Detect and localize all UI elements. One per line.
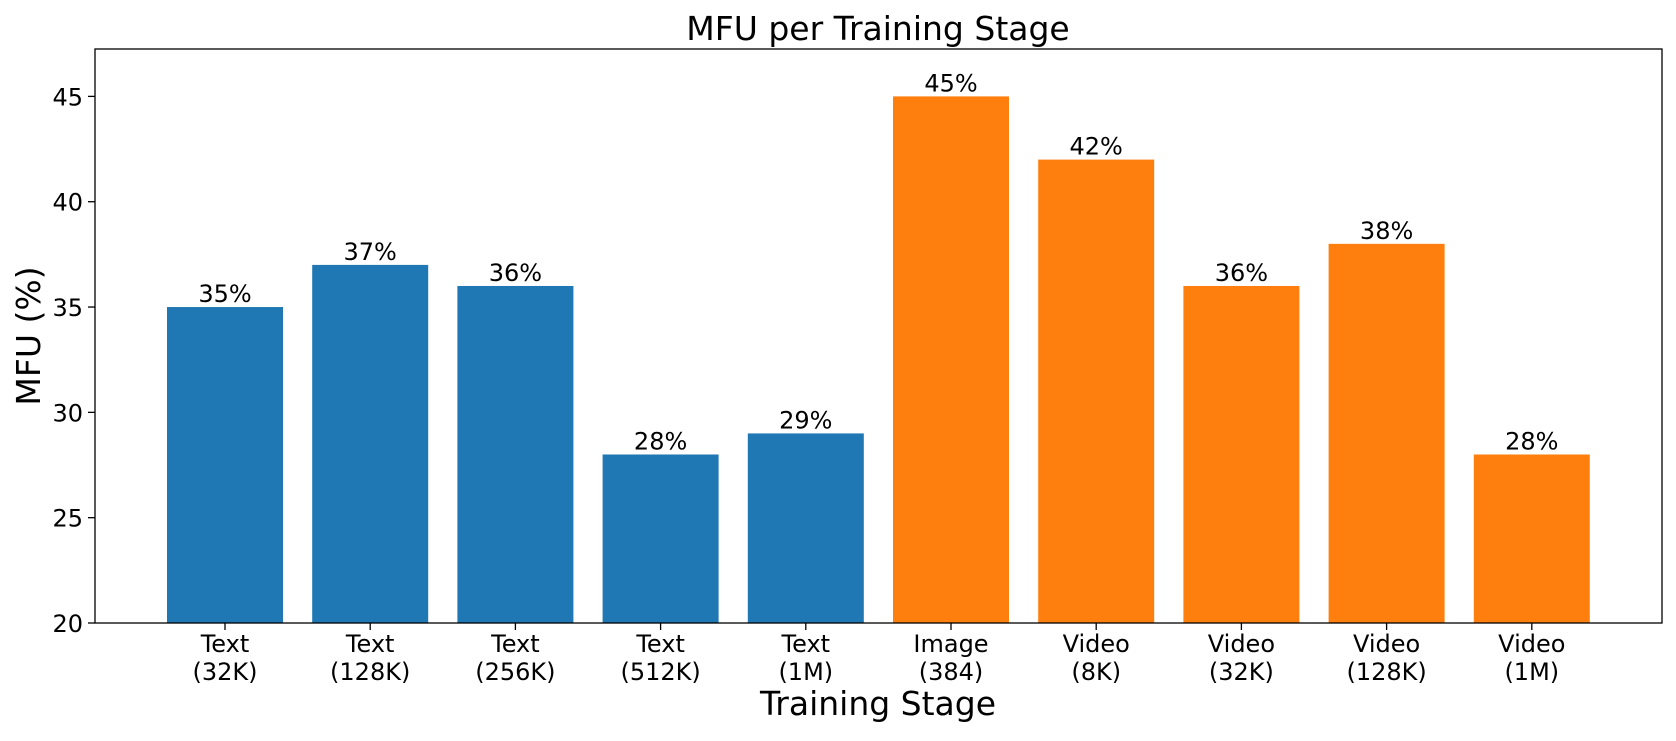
data-label-9: 28% xyxy=(1505,427,1558,455)
data-label-2: 36% xyxy=(489,259,542,287)
x-tick-label-0: Text (32K) xyxy=(192,630,257,686)
y-tick-label-1: 25 xyxy=(52,505,83,533)
x-tick-label-line: (1M) xyxy=(778,658,833,686)
bar-1 xyxy=(312,264,429,623)
x-tick-label-line: (32K) xyxy=(192,658,257,686)
data-label-8: 38% xyxy=(1360,217,1413,245)
x-tick-label-line: Text xyxy=(490,630,540,658)
y-tick-label-0: 20 xyxy=(52,610,83,638)
data-label-1: 37% xyxy=(344,238,397,266)
data-label-7: 36% xyxy=(1215,259,1268,287)
x-tick-label-line: Text xyxy=(200,630,250,658)
data-label-4: 29% xyxy=(779,406,832,434)
bar-7 xyxy=(1183,285,1300,623)
x-tick-label-line: Text xyxy=(781,630,831,658)
x-axis-label: Training Stage xyxy=(759,684,996,723)
x-tick-label-line: (256K) xyxy=(475,658,555,686)
bar-9 xyxy=(1473,454,1590,623)
x-tick-label-line: (512K) xyxy=(620,658,700,686)
x-tick-label-line: (8K) xyxy=(1071,658,1121,686)
x-tick-label-2: Text (256K) xyxy=(475,630,555,686)
bar-4 xyxy=(747,433,864,623)
data-label-5: 45% xyxy=(924,69,977,97)
data-label-6: 42% xyxy=(1070,133,1123,161)
x-tick-label-3: Text (512K) xyxy=(620,630,700,686)
y-tick-label-5: 45 xyxy=(52,83,83,111)
x-tick-label-line: (1M) xyxy=(1504,658,1559,686)
x-tick-label-line: Text xyxy=(345,630,395,658)
x-tick-label-line: Image xyxy=(913,630,988,658)
x-tick-label-5: Image (384) xyxy=(913,630,988,686)
bar-5 xyxy=(893,96,1009,623)
bar-0 xyxy=(167,307,283,623)
x-tick-label-line: Video xyxy=(1498,630,1565,658)
x-tick-label-9: Video (1M) xyxy=(1498,630,1565,686)
data-label-3: 28% xyxy=(634,427,687,455)
x-tick-label-line: Video xyxy=(1063,630,1130,658)
y-tick-label-3: 35 xyxy=(52,294,83,322)
x-tick-label-line: Video xyxy=(1353,630,1420,658)
x-tick-label-6: Video (8K) xyxy=(1063,630,1130,686)
y-tick-label-2: 30 xyxy=(52,399,83,427)
axes-frame xyxy=(94,48,1663,624)
y-axis: 20 25 30 35 40 45 xyxy=(52,83,95,638)
x-tick-label-8: Video (128K) xyxy=(1346,630,1426,686)
x-tick-label-7: Video (32K) xyxy=(1208,630,1275,686)
x-tick-label-line: (32K) xyxy=(1209,658,1274,686)
bar-3 xyxy=(602,454,719,623)
bar-8 xyxy=(1328,243,1445,623)
bar-6 xyxy=(1038,159,1155,623)
x-tick-label-line: (384) xyxy=(919,658,984,686)
x-tick-label-line: Video xyxy=(1208,630,1275,658)
bar-2 xyxy=(457,285,574,623)
x-axis: Text (32K)Text (128K)Text (256K)Text (512K)T… xyxy=(192,623,1565,686)
x-tick-label-line: (128K) xyxy=(1346,658,1426,686)
x-tick-label-line: Text xyxy=(635,630,685,658)
data-label-0: 35% xyxy=(198,280,251,308)
y-axis-label: MFU (%) xyxy=(9,266,48,405)
x-tick-label-1: Text (128K) xyxy=(330,630,410,686)
plot-area: 35% 37% 36% 28% 29% 45% 42% 36% 38% 28% xyxy=(167,69,1590,623)
x-tick-label-4: Text (1M) xyxy=(778,630,833,686)
x-tick-label-line: (128K) xyxy=(330,658,410,686)
y-tick-label-4: 40 xyxy=(52,189,83,217)
chart-title: MFU per Training Stage xyxy=(686,9,1069,48)
